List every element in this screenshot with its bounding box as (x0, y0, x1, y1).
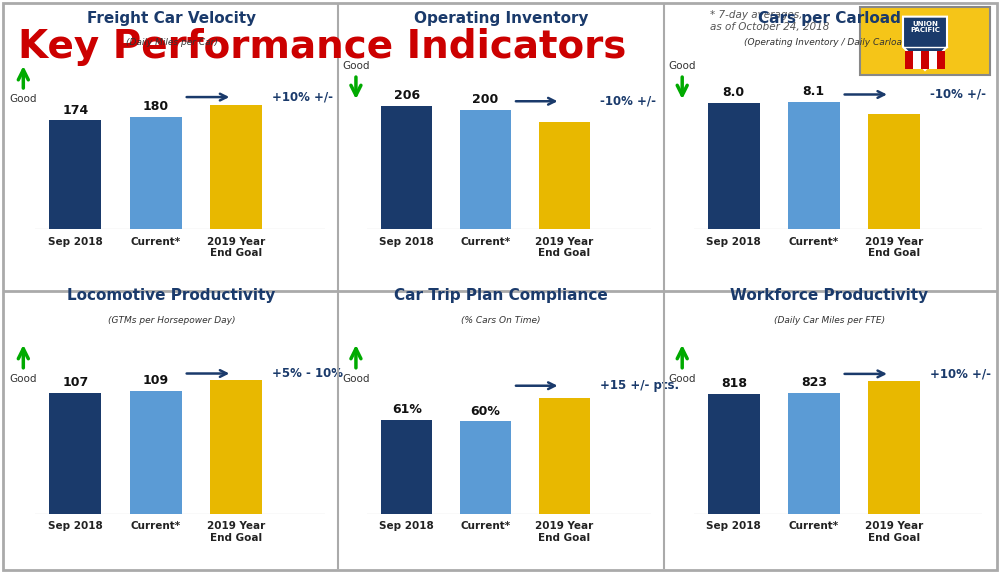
Bar (913, 51, 921, 69)
Bar (130, 117, 182, 229)
Text: 60%: 60% (471, 405, 500, 418)
Text: Good: Good (668, 374, 696, 384)
Text: Current*: Current* (131, 237, 181, 247)
Text: Sep 2018: Sep 2018 (706, 237, 761, 247)
Bar (788, 393, 840, 513)
Text: 8.1: 8.1 (803, 85, 825, 98)
Bar (937, 51, 945, 69)
Bar (130, 391, 182, 513)
Text: 200: 200 (472, 93, 499, 106)
Text: Current*: Current* (789, 521, 839, 531)
Bar (788, 101, 840, 229)
Text: 2019 Year
End Goal: 2019 Year End Goal (865, 237, 923, 258)
Text: Sep 2018: Sep 2018 (379, 237, 434, 247)
Text: Operating Inventory: Operating Inventory (414, 10, 588, 26)
Text: Sep 2018: Sep 2018 (706, 521, 761, 531)
Text: +15 +/- pts.: +15 +/- pts. (600, 379, 679, 393)
Text: 174: 174 (62, 104, 88, 117)
Text: Cars per Carload: Cars per Carload (758, 10, 901, 26)
Text: 180: 180 (143, 100, 169, 113)
Text: Current*: Current* (460, 237, 511, 247)
Bar (708, 394, 760, 513)
Text: 107: 107 (62, 376, 88, 389)
Text: Locomotive Productivity: Locomotive Productivity (67, 288, 276, 303)
Text: (GTMs per Horsepower Day): (GTMs per Horsepower Day) (108, 316, 235, 325)
Text: 8.0: 8.0 (723, 87, 745, 99)
Text: Good: Good (10, 374, 37, 384)
Bar (539, 121, 590, 229)
Text: * 7-day averages,
as of October 24, 2018: * 7-day averages, as of October 24, 2018 (710, 10, 829, 32)
Bar (868, 381, 920, 513)
Text: Sep 2018: Sep 2018 (379, 521, 434, 531)
Text: 2019 Year
End Goal: 2019 Year End Goal (207, 521, 265, 543)
Bar (49, 120, 101, 229)
Text: Sep 2018: Sep 2018 (48, 521, 103, 531)
Text: Sep 2018: Sep 2018 (48, 237, 103, 247)
Bar (460, 110, 511, 229)
Text: -10% +/-: -10% +/- (930, 88, 986, 101)
Text: (Operating Inventory / Daily Carloads): (Operating Inventory / Daily Carloads) (744, 38, 916, 47)
Text: 2019 Year
End Goal: 2019 Year End Goal (535, 521, 593, 543)
Text: Good: Good (342, 374, 370, 384)
Polygon shape (903, 17, 947, 70)
Bar (381, 106, 432, 229)
Text: 109: 109 (143, 374, 169, 387)
Text: Current*: Current* (131, 521, 181, 531)
Text: Car Trip Plan Compliance: Car Trip Plan Compliance (394, 288, 608, 303)
Text: 2019 Year
End Goal: 2019 Year End Goal (865, 521, 923, 543)
Bar (929, 51, 937, 69)
Text: -10% +/-: -10% +/- (600, 95, 656, 108)
Text: Freight Car Velocity: Freight Car Velocity (87, 10, 256, 26)
Text: Workforce Productivity: Workforce Productivity (730, 288, 929, 303)
Bar (210, 105, 262, 229)
Bar (868, 114, 920, 229)
Text: 2019 Year
End Goal: 2019 Year End Goal (535, 237, 593, 258)
Text: +5% - 10%: +5% - 10% (272, 367, 343, 380)
Text: (% Cars On Time): (% Cars On Time) (461, 316, 541, 325)
Text: Good: Good (668, 61, 696, 71)
Bar (210, 380, 262, 513)
Text: Current*: Current* (460, 521, 511, 531)
Text: Key Performance Indicators: Key Performance Indicators (18, 28, 626, 66)
Text: (Daily Miles per Car): (Daily Miles per Car) (126, 38, 217, 47)
Bar (921, 51, 929, 69)
Bar (381, 420, 432, 513)
Text: 818: 818 (721, 377, 747, 390)
Text: (Daily Car Miles per FTE): (Daily Car Miles per FTE) (774, 316, 885, 325)
Bar (708, 103, 760, 229)
Text: +10% +/-: +10% +/- (272, 91, 333, 104)
Text: UNION
PACIFIC: UNION PACIFIC (910, 21, 940, 33)
Text: 61%: 61% (392, 403, 422, 416)
Text: 2019 Year
End Goal: 2019 Year End Goal (207, 237, 265, 258)
Text: 206: 206 (394, 89, 420, 103)
Text: Good: Good (342, 61, 370, 71)
Bar (49, 393, 101, 513)
Text: Good: Good (10, 94, 37, 104)
Text: 823: 823 (801, 376, 827, 389)
Bar (460, 422, 511, 513)
Bar (860, 7, 990, 75)
Text: +10% +/-: +10% +/- (930, 367, 991, 380)
Bar (905, 51, 913, 69)
Bar (539, 398, 590, 513)
Text: Current*: Current* (789, 237, 839, 247)
